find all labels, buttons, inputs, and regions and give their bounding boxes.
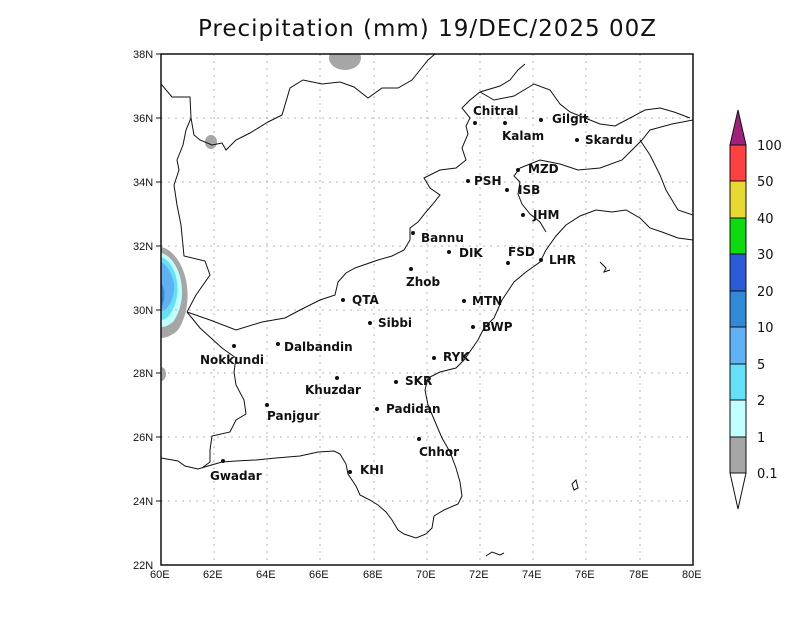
y-axis-ticks: 38N 36N 34N 32N 30N 28N 26N 24N 22N (133, 49, 161, 572)
svg-text:24N: 24N (133, 496, 153, 508)
svg-text:LHR: LHR (549, 253, 576, 267)
svg-text:38N: 38N (133, 49, 153, 61)
svg-text:26N: 26N (133, 432, 153, 444)
svg-text:MZD: MZD (528, 162, 559, 176)
station-markers: Chitral Kalam Gilgit Skardu MZD PSH ISB … (200, 104, 633, 483)
svg-text:1: 1 (757, 431, 765, 446)
svg-text:36N: 36N (133, 113, 153, 125)
svg-text:70E: 70E (416, 569, 436, 581)
svg-text:Nokkundi: Nokkundi (200, 353, 264, 367)
precipitation-shading (161, 54, 361, 381)
svg-text:QTA: QTA (352, 293, 379, 307)
svg-text:Gwadar: Gwadar (210, 469, 262, 483)
svg-text:SKR: SKR (405, 374, 432, 388)
svg-text:Padidan: Padidan (386, 402, 441, 416)
svg-text:72E: 72E (469, 569, 489, 581)
svg-text:76E: 76E (575, 569, 595, 581)
svg-text:Khuzdar: Khuzdar (305, 383, 361, 397)
svg-text:34N: 34N (133, 177, 153, 189)
svg-text:78E: 78E (629, 569, 649, 581)
svg-text:66E: 66E (309, 569, 329, 581)
svg-text:5: 5 (757, 358, 765, 373)
gridlines (161, 54, 693, 565)
svg-text:Sibbi: Sibbi (378, 316, 412, 330)
svg-text:Skardu: Skardu (585, 133, 633, 147)
svg-text:64E: 64E (256, 569, 276, 581)
svg-text:Zhob: Zhob (406, 275, 440, 289)
svg-text:30N: 30N (133, 305, 153, 317)
svg-text:50: 50 (757, 175, 774, 190)
country-boundaries (161, 54, 693, 557)
svg-text:80E: 80E (682, 569, 702, 581)
svg-text:MTN: MTN (472, 294, 502, 308)
svg-text:BWP: BWP (482, 320, 513, 334)
colorbar: 100 50 40 30 20 10 5 2 1 0.1 (729, 109, 782, 510)
x-axis-ticks: 60E 62E 64E 66E 68E 70E 72E 74E 76E 78E … (150, 569, 702, 581)
svg-text:32N: 32N (133, 241, 153, 253)
svg-text:Gilgit: Gilgit (552, 112, 589, 126)
svg-text:Kalam: Kalam (502, 129, 544, 143)
svg-text:2: 2 (757, 394, 765, 409)
svg-text:FSD: FSD (508, 245, 535, 259)
svg-text:100: 100 (757, 139, 782, 154)
svg-text:10: 10 (757, 321, 774, 336)
svg-text:40: 40 (757, 212, 774, 227)
svg-text:30: 30 (757, 248, 774, 263)
svg-text:Panjgur: Panjgur (267, 409, 319, 423)
svg-text:ISB: ISB (518, 183, 540, 197)
svg-text:62E: 62E (203, 569, 223, 581)
svg-text:PSH: PSH (474, 174, 501, 188)
svg-text:KHI: KHI (360, 463, 384, 477)
svg-text:74E: 74E (522, 569, 542, 581)
svg-text:Chhor: Chhor (419, 445, 459, 459)
svg-text:RYK: RYK (443, 350, 470, 364)
svg-text:Chitral: Chitral (473, 104, 518, 118)
svg-text:Dalbandin: Dalbandin (284, 340, 353, 354)
map-title: Precipitation (mm) 19/DEC/2025 00Z (197, 16, 658, 42)
svg-text:28N: 28N (133, 368, 153, 380)
svg-text:0.1: 0.1 (757, 467, 778, 482)
svg-text:DIK: DIK (459, 246, 483, 260)
svg-text:JHM: JHM (532, 208, 559, 222)
svg-text:68E: 68E (363, 569, 383, 581)
svg-text:20: 20 (757, 285, 774, 300)
svg-text:60E: 60E (150, 569, 170, 581)
svg-text:22N: 22N (133, 560, 153, 572)
svg-text:Bannu: Bannu (421, 231, 464, 245)
